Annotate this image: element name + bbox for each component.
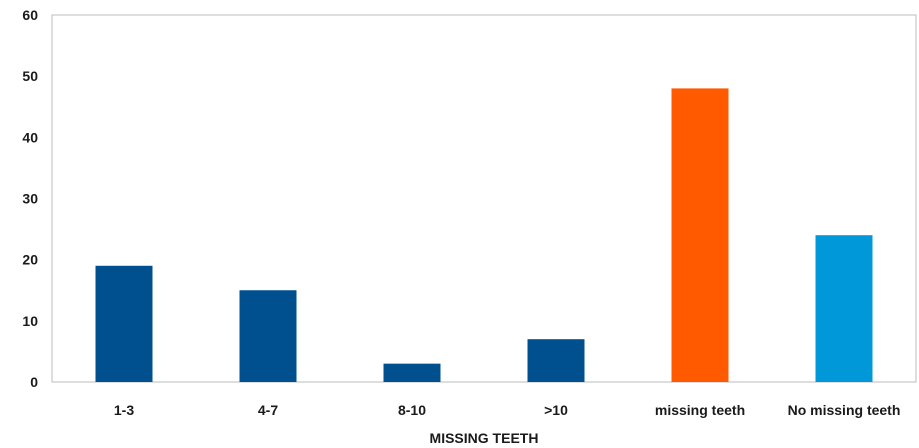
x-tick-label: >10: [544, 402, 568, 418]
bars: [95, 88, 873, 383]
y-axis: 0 10 20 30 40 50 60: [22, 7, 38, 390]
plot-area: [51, 14, 917, 383]
y-tick-label: 60: [22, 7, 38, 23]
y-tick-label: 40: [22, 129, 38, 145]
x-tick-label: 4-7: [258, 402, 278, 418]
bar: [383, 363, 441, 382]
bar: [527, 339, 585, 382]
y-tick-label: 20: [22, 252, 38, 268]
bar: [95, 265, 153, 382]
y-tick-label: 0: [30, 374, 38, 390]
y-tick-label: 30: [22, 191, 38, 207]
y-tick-label: 10: [22, 313, 38, 329]
x-axis: 1-3 4-7 8-10 >10 missing teeth No missing tee…: [114, 402, 901, 418]
x-tick-label: No missing teeth: [788, 402, 901, 418]
y-tick-label: 50: [22, 68, 38, 84]
x-tick-label: missing teeth: [655, 402, 745, 418]
bar: [815, 235, 873, 382]
bar: [239, 290, 297, 382]
bar: [671, 88, 729, 383]
x-tick-label: 8-10: [398, 402, 426, 418]
x-tick-label: 1-3: [114, 402, 134, 418]
x-axis-title: MISSING TEETH: [430, 430, 539, 446]
